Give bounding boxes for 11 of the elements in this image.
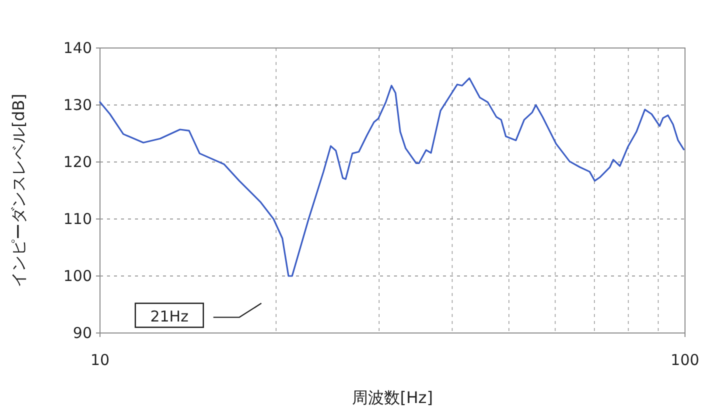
y-tick-label: 100 [63, 267, 92, 285]
annotation: 21Hz [150, 307, 189, 326]
annotation-callout: 21Hz [134, 302, 262, 328]
y-tick-label: 130 [63, 96, 92, 114]
y-tick-label: 140 [63, 39, 92, 57]
x-tick-label: 10 [90, 351, 110, 369]
y-tick-label: 110 [63, 210, 92, 228]
y-tick-label: 90 [72, 324, 92, 342]
y-axis-title: インピーダンスレベル[dB] [9, 94, 28, 288]
y-tick-label: 120 [63, 153, 92, 171]
x-axis-title: 周波数[Hz] [352, 388, 433, 407]
